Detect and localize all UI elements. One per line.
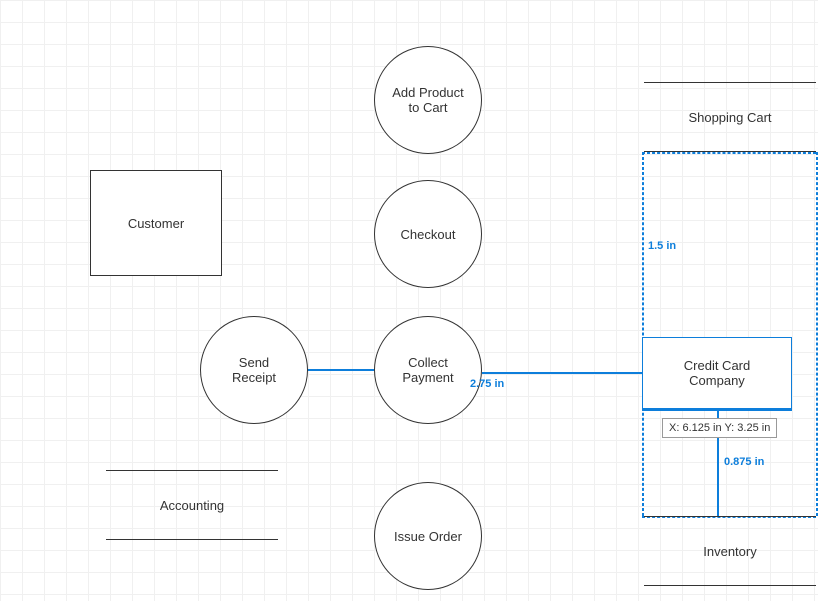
- node-collect-payment[interactable]: CollectPayment: [374, 316, 482, 424]
- node-checkout[interactable]: Checkout: [374, 180, 482, 288]
- node-add-product-label: Add Productto Cart: [392, 85, 464, 115]
- node-checkout-label: Checkout: [401, 227, 456, 242]
- measure-bottom-gap: 0.875 in: [724, 456, 764, 468]
- edge-receipt-payment: [308, 369, 374, 371]
- edge-payment-creditcard: [482, 372, 642, 374]
- node-shopping-cart[interactable]: Shopping Cart: [644, 82, 816, 152]
- node-issue-order-label: Issue Order: [394, 529, 462, 544]
- node-inventory[interactable]: Inventory: [644, 516, 816, 586]
- node-customer-label: Customer: [128, 216, 184, 231]
- node-issue-order[interactable]: Issue Order: [374, 482, 482, 590]
- node-inventory-label: Inventory: [703, 544, 756, 559]
- node-customer[interactable]: Customer: [90, 170, 222, 276]
- node-send-receipt[interactable]: SendReceipt: [200, 316, 308, 424]
- node-accounting[interactable]: Accounting: [106, 470, 278, 540]
- node-accounting-label: Accounting: [160, 498, 224, 513]
- node-add-product[interactable]: Add Productto Cart: [374, 46, 482, 154]
- node-collect-payment-label: CollectPayment: [402, 355, 453, 385]
- node-shopping-cart-label: Shopping Cart: [688, 110, 771, 125]
- node-credit-card-label: Credit CardCompany: [684, 358, 750, 388]
- guide-top: [642, 152, 816, 154]
- node-send-receipt-label: SendReceipt: [232, 355, 276, 385]
- position-tooltip: X: 6.125 in Y: 3.25 in: [662, 418, 777, 438]
- measure-top-gap: 1.5 in: [648, 240, 676, 252]
- node-credit-card[interactable]: Credit CardCompany: [642, 337, 792, 409]
- guide-left: [642, 152, 644, 516]
- measure-edge-len: 2.75 in: [470, 378, 504, 390]
